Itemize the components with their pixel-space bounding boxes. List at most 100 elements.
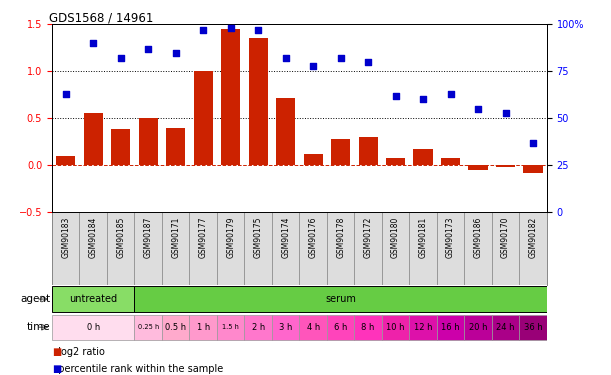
Bar <box>299 212 327 285</box>
Text: percentile rank within the sample: percentile rank within the sample <box>52 364 223 374</box>
Text: 20 h: 20 h <box>469 322 488 332</box>
Bar <box>327 315 354 340</box>
Text: 1.5 h: 1.5 h <box>222 324 239 330</box>
Text: GSM90180: GSM90180 <box>391 217 400 258</box>
Bar <box>469 165 488 170</box>
Text: GSM90184: GSM90184 <box>89 217 98 258</box>
Point <box>391 93 401 99</box>
Bar <box>437 212 464 285</box>
Bar <box>189 315 217 340</box>
Bar <box>331 139 350 165</box>
Text: GSM90175: GSM90175 <box>254 217 263 258</box>
Bar <box>464 212 492 285</box>
Point <box>529 140 538 146</box>
Bar <box>249 39 268 165</box>
Text: GSM90182: GSM90182 <box>529 217 538 258</box>
Text: GSM90187: GSM90187 <box>144 217 153 258</box>
Bar <box>441 158 460 165</box>
Bar <box>496 165 515 167</box>
Bar <box>134 315 162 340</box>
Text: ■: ■ <box>52 364 61 374</box>
Bar <box>139 118 158 165</box>
Point <box>89 40 98 46</box>
Bar <box>464 315 492 340</box>
Bar <box>354 315 382 340</box>
Bar <box>492 315 519 340</box>
Point <box>363 59 373 65</box>
Point <box>198 27 208 33</box>
Bar <box>217 315 244 340</box>
Bar <box>244 315 272 340</box>
Bar <box>382 315 409 340</box>
Bar <box>327 212 354 285</box>
Text: GSM90181: GSM90181 <box>419 217 428 258</box>
Bar <box>409 315 437 340</box>
Text: 10 h: 10 h <box>386 322 405 332</box>
Text: log2 ratio: log2 ratio <box>52 347 105 357</box>
Text: GDS1568 / 14961: GDS1568 / 14961 <box>49 11 154 24</box>
Bar <box>299 315 327 340</box>
Point <box>144 46 153 52</box>
Text: 12 h: 12 h <box>414 322 433 332</box>
Bar <box>386 158 405 165</box>
Text: GSM90174: GSM90174 <box>281 217 290 258</box>
Text: 0.5 h: 0.5 h <box>165 322 186 332</box>
Text: GSM90185: GSM90185 <box>116 217 125 258</box>
Text: 0 h: 0 h <box>87 322 100 332</box>
Bar <box>492 212 519 285</box>
Bar <box>134 286 547 312</box>
Point <box>254 27 263 33</box>
Point <box>501 110 511 116</box>
Point <box>446 91 456 97</box>
Bar <box>166 128 185 165</box>
Text: 36 h: 36 h <box>524 322 543 332</box>
Bar <box>437 315 464 340</box>
Bar <box>189 212 217 285</box>
Bar <box>272 315 299 340</box>
Text: 0.25 h: 0.25 h <box>137 324 159 330</box>
Text: GSM90172: GSM90172 <box>364 217 373 258</box>
Text: untreated: untreated <box>69 294 117 304</box>
Text: 16 h: 16 h <box>441 322 460 332</box>
Bar <box>304 154 323 165</box>
Bar <box>52 315 134 340</box>
Bar <box>244 212 272 285</box>
Text: GSM90183: GSM90183 <box>61 217 70 258</box>
Text: 24 h: 24 h <box>496 322 515 332</box>
Bar <box>409 212 437 285</box>
Bar <box>194 71 213 165</box>
Text: GSM90176: GSM90176 <box>309 217 318 258</box>
Bar <box>162 212 189 285</box>
Text: ■: ■ <box>52 347 61 357</box>
Point <box>309 63 318 69</box>
Text: GSM90177: GSM90177 <box>199 217 208 258</box>
Point <box>171 50 181 55</box>
Text: GSM90178: GSM90178 <box>336 217 345 258</box>
Bar <box>52 212 79 285</box>
Text: 6 h: 6 h <box>334 322 347 332</box>
Text: agent: agent <box>21 294 51 304</box>
Text: GSM90179: GSM90179 <box>226 217 235 258</box>
Text: GSM90186: GSM90186 <box>474 217 483 258</box>
Text: 4 h: 4 h <box>307 322 320 332</box>
Bar <box>354 212 382 285</box>
Point <box>226 25 236 31</box>
Bar <box>519 315 547 340</box>
Point <box>61 91 71 97</box>
Text: time: time <box>27 322 51 332</box>
Bar <box>134 212 162 285</box>
Bar <box>56 156 75 165</box>
Bar <box>107 212 134 285</box>
Text: GSM90171: GSM90171 <box>171 217 180 258</box>
Bar <box>276 98 295 165</box>
Text: serum: serum <box>325 294 356 304</box>
Bar <box>84 113 103 165</box>
Bar <box>111 129 130 165</box>
Bar <box>272 212 299 285</box>
Bar <box>519 212 547 285</box>
Text: 8 h: 8 h <box>362 322 375 332</box>
Text: 1 h: 1 h <box>197 322 210 332</box>
Bar <box>382 212 409 285</box>
Bar <box>221 29 240 165</box>
Text: 3 h: 3 h <box>279 322 292 332</box>
